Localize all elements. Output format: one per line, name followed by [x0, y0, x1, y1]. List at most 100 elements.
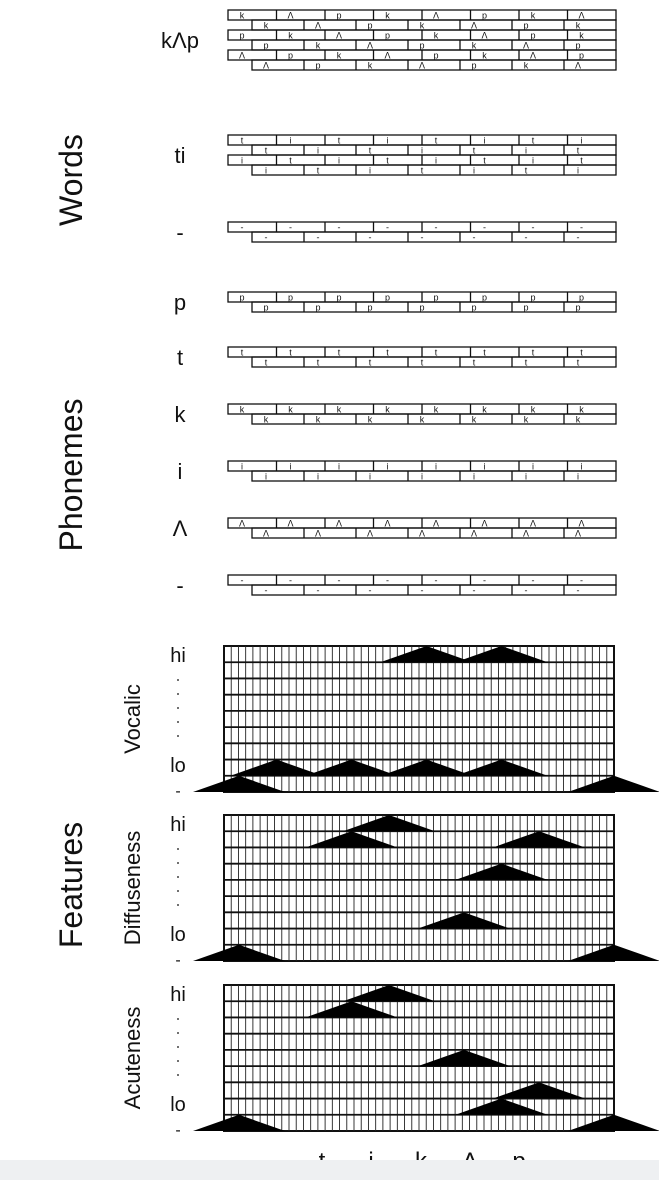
word-unit-symbol: -: [241, 223, 244, 233]
feature-activation-peak: [193, 775, 285, 792]
phoneme-unit-symbol: Λ: [419, 529, 425, 539]
word-unit-symbol: t: [369, 146, 372, 156]
section-label-phonemes: Phonemes: [53, 399, 89, 552]
bottom-band: [0, 1160, 659, 1180]
phoneme-unit-symbol: p: [523, 303, 528, 313]
word-unit-symbol: p: [288, 51, 293, 61]
level-dot: [177, 1060, 179, 1062]
word-unit-symbol: p: [315, 61, 320, 71]
word-unit-symbol: -: [421, 233, 424, 243]
feature-activation-peak: [380, 759, 473, 776]
phoneme-unit-symbol: -: [483, 576, 486, 586]
phoneme-unit-symbol: p: [239, 293, 244, 303]
word-unit-symbol: p: [385, 31, 390, 41]
feature-hi-label: hi: [170, 984, 186, 1006]
level-dot: [177, 1046, 179, 1048]
word-unit-symbol: k: [434, 31, 439, 41]
feature-name-label: Vocalic: [120, 684, 145, 754]
word-unit-symbol: i: [369, 166, 371, 176]
phoneme-unit-symbol: k: [524, 415, 529, 425]
word-label: kΛp: [161, 28, 199, 53]
word-unit-symbol: p: [579, 51, 584, 61]
phoneme-unit-symbol: k: [240, 405, 245, 415]
phoneme-unit-symbol: p: [471, 303, 476, 313]
section-labels: Words Phonemes Features: [53, 134, 89, 948]
feature-lo-label: lo: [170, 1094, 186, 1116]
phoneme-group: i i i i i i i i ii i i i i i i: [178, 459, 617, 484]
word-unit-symbol: t: [580, 156, 583, 166]
level-dot: [177, 693, 179, 695]
feature-activation-peak: [380, 646, 473, 663]
feature-activation-peak: [455, 1098, 548, 1115]
phoneme-unit-symbol: -: [525, 586, 528, 596]
phoneme-unit-symbol: -: [532, 576, 535, 586]
phoneme-unit-symbol: k: [576, 415, 581, 425]
word-unit-symbol: -: [338, 223, 341, 233]
word-unit-symbol: Λ: [578, 11, 584, 21]
word-unit-symbol: i: [387, 136, 389, 146]
word-unit-symbol: p: [419, 41, 424, 51]
word-unit-symbol: -: [386, 223, 389, 233]
feature-grid-diffuseness: hi lo - Diffuseness: [120, 814, 659, 969]
phoneme-unit-symbol: k: [316, 415, 321, 425]
phoneme-unit-symbol: p: [385, 293, 390, 303]
phoneme-unit-symbol: t: [580, 348, 583, 358]
phoneme-unit-symbol: Λ: [530, 519, 536, 529]
feature-activation-peak: [493, 831, 585, 848]
word-unit-symbol: -: [369, 233, 372, 243]
word-unit-symbol: t: [421, 166, 424, 176]
feature-activation-peak: [193, 1114, 285, 1131]
word-unit-symbol: t: [386, 156, 389, 166]
word-unit-symbol: t: [241, 136, 244, 146]
word-unit-symbol: i: [338, 156, 340, 166]
feature-name-label: Acuteness: [120, 1007, 145, 1110]
word-unit-symbol: p: [336, 11, 341, 21]
word-unit-symbol: Λ: [239, 51, 245, 61]
phoneme-unit-symbol: t: [338, 348, 341, 358]
phoneme-unit-symbol: t: [289, 348, 292, 358]
feature-activation-peak: [568, 775, 659, 792]
word-unit-symbol: k: [368, 61, 373, 71]
phoneme-label: p: [174, 290, 186, 315]
feature-lo-label: lo: [170, 755, 186, 777]
phoneme-label: k: [175, 402, 187, 427]
feature-activation-peak: [568, 944, 659, 961]
word-row: [251, 39, 617, 51]
phoneme-unit-symbol: Λ: [433, 519, 439, 529]
word-unit-symbol: Λ: [530, 51, 536, 61]
phoneme-unit-symbol: i: [484, 462, 486, 472]
word-unit-symbol: p: [482, 11, 487, 21]
phoneme-unit-symbol: Λ: [481, 519, 487, 529]
word-unit-symbol: k: [579, 31, 584, 41]
phoneme-unit-symbol: t: [317, 358, 320, 368]
feature-activation-peak: [305, 759, 398, 776]
word-unit-symbol: t: [289, 156, 292, 166]
phoneme-unit-symbol: t: [241, 348, 244, 358]
phoneme-unit-symbol: i: [577, 472, 579, 482]
word-unit-symbol: k: [472, 41, 477, 51]
feature-hi-label: hi: [170, 814, 186, 836]
word-unit-symbol: k: [316, 41, 321, 51]
phoneme-unit-symbol: k: [434, 405, 439, 415]
phoneme-unit-symbol: -: [289, 576, 292, 586]
phoneme-unit-symbol: p: [336, 293, 341, 303]
phoneme-unit-symbol: k: [288, 405, 293, 415]
phoneme-unit-symbol: t: [483, 348, 486, 358]
feature-activation-peak: [305, 1001, 398, 1018]
phoneme-unit-symbol: k: [579, 405, 584, 415]
phoneme-unit-symbol: t: [386, 348, 389, 358]
level-dot: [177, 862, 179, 864]
feature-lo-label: lo: [170, 924, 186, 946]
level-dot: [177, 848, 179, 850]
word-unit-symbol: i: [484, 136, 486, 146]
word-unit-symbol: t: [532, 136, 535, 146]
word-unit-symbol: -: [435, 223, 438, 233]
phoneme-unit-symbol: p: [419, 303, 424, 313]
phoneme-unit-symbol: i: [338, 462, 340, 472]
phoneme-unit-symbol: t: [369, 358, 372, 368]
word-unit-symbol: Λ: [287, 11, 293, 21]
phoneme-row: [251, 584, 617, 596]
phoneme-unit-symbol: p: [315, 303, 320, 313]
